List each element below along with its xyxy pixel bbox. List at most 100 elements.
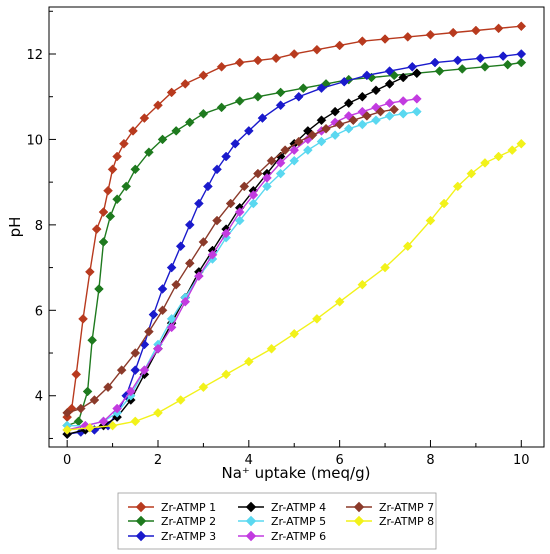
data-point: [144, 326, 154, 337]
data-point: [166, 87, 177, 98]
data-point: [148, 309, 159, 320]
data-point: [198, 382, 209, 393]
plot-frame: [48, 6, 545, 448]
y-axis-label: pH: [6, 217, 24, 238]
data-point: [362, 70, 372, 81]
data-point: [130, 348, 141, 358]
legend-label: Zr-ATMP 1: [161, 501, 216, 514]
legend-label: Zr-ATMP 7: [379, 501, 434, 514]
data-point: [289, 328, 300, 339]
data-point: [153, 407, 163, 418]
data-point: [216, 102, 227, 113]
data-point: [107, 420, 118, 431]
data-point: [194, 271, 204, 281]
data-point: [221, 151, 231, 162]
data-point: [493, 151, 504, 162]
data-point: [293, 91, 304, 102]
data-point: [407, 61, 418, 72]
legend-label: Zr-ATMP 4: [271, 501, 326, 514]
data-point: [289, 155, 300, 166]
legend: Zr-ATMP 1Zr-ATMP 2Zr-ATMP 3Zr-ATMP 4Zr-A…: [117, 492, 437, 550]
data-point: [280, 145, 291, 155]
series-2: [62, 57, 527, 431]
data-point: [452, 55, 463, 66]
data-point: [430, 57, 440, 68]
x-axis: 0 2 4 6 8 10: [63, 440, 530, 468]
data-point: [80, 420, 91, 431]
data-point: [498, 51, 508, 61]
data-point: [153, 100, 163, 111]
x-tick-label: 8: [426, 453, 434, 468]
data-point: [207, 249, 218, 260]
data-point: [180, 296, 191, 307]
data-point: [91, 224, 102, 234]
series-line: [66, 25, 522, 418]
data-point: [425, 215, 436, 226]
data-point: [157, 284, 168, 294]
data-point: [180, 79, 191, 89]
x-tick-label: 6: [336, 453, 344, 468]
data-point: [85, 267, 95, 277]
data-point: [411, 68, 422, 79]
data-point: [502, 59, 513, 70]
data-point: [439, 198, 449, 209]
data-point: [253, 168, 263, 179]
legend-marker: [135, 530, 147, 542]
data-point: [271, 53, 281, 64]
data-point: [357, 119, 368, 130]
data-point: [448, 27, 459, 38]
data-point: [384, 111, 395, 121]
data-point: [94, 284, 104, 294]
data-point: [121, 181, 132, 192]
data-point: [384, 98, 395, 108]
legend-item: Zr-ATMP 1: [128, 501, 216, 514]
data-point: [103, 382, 113, 393]
data-point: [398, 96, 409, 106]
data-point: [312, 313, 322, 324]
data-point: [184, 117, 195, 128]
data-point: [466, 168, 477, 179]
data-point: [343, 123, 354, 134]
data-point: [184, 220, 195, 230]
data-point: [82, 386, 93, 397]
data-point: [175, 395, 186, 405]
data-point: [157, 134, 168, 145]
legend-marker: [245, 515, 257, 527]
data-point: [175, 241, 186, 252]
data-point: [239, 181, 250, 192]
data-point: [105, 211, 116, 222]
data-point: [103, 185, 113, 196]
data-point: [375, 106, 386, 117]
data-point: [130, 164, 141, 175]
data-point: [302, 145, 313, 155]
series-6: [62, 93, 422, 435]
data-point: [389, 104, 399, 115]
legend-item: Zr-ATMP 6: [238, 530, 326, 543]
data-point: [384, 79, 395, 89]
y-tick-label: 8: [35, 219, 43, 234]
legend-label: Zr-ATMP 2: [161, 515, 216, 528]
data-point: [253, 91, 263, 102]
data-point: [266, 155, 277, 166]
data-point: [112, 151, 122, 162]
data-point: [452, 181, 463, 192]
series-1: [62, 21, 527, 422]
data-point: [275, 87, 286, 98]
legend-item: Zr-ATMP 7: [346, 501, 434, 514]
data-point: [357, 36, 368, 47]
data-point: [330, 106, 340, 117]
data-point: [334, 119, 345, 130]
data-point: [398, 72, 409, 83]
legend-marker: [353, 515, 365, 527]
data-point: [203, 181, 213, 192]
data-point: [312, 44, 322, 55]
data-point: [475, 53, 486, 64]
data-point: [384, 66, 395, 76]
series-3: [62, 49, 527, 440]
data-point: [293, 136, 304, 147]
data-point: [334, 296, 345, 307]
legend-marker: [245, 530, 257, 542]
data-point: [212, 215, 222, 226]
data-point: [139, 113, 150, 123]
data-point: [234, 207, 245, 217]
